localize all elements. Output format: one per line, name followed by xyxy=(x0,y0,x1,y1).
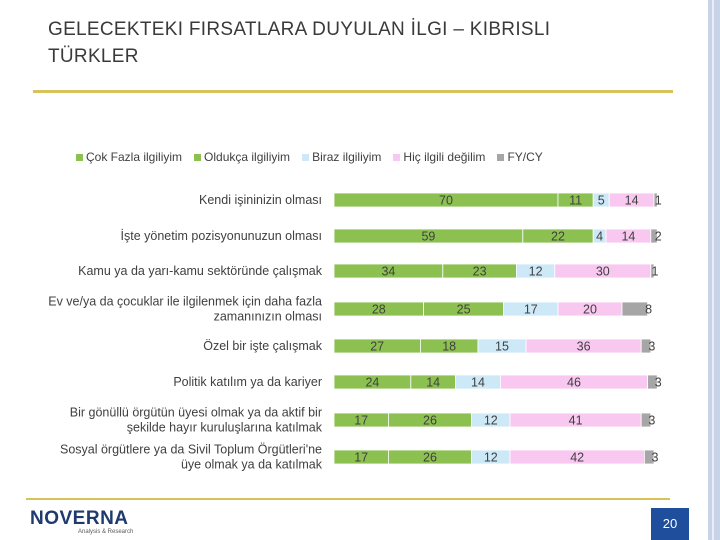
data-label: 17 xyxy=(354,414,368,428)
data-label: 4 xyxy=(596,230,603,244)
bar-segment xyxy=(640,338,652,354)
category-label: Özel bir işte çalışmak xyxy=(203,339,323,353)
page-number: 20 xyxy=(651,508,689,540)
data-label: 18 xyxy=(442,340,456,354)
category-label: Kamu ya da yarı-kamu sektöründe çalışmak xyxy=(78,264,323,278)
bar-segment xyxy=(650,263,655,279)
data-label: 17 xyxy=(524,303,538,317)
logo-tagline: Analysis & Research xyxy=(78,529,134,535)
category-label: Politik katılım ya da kariyer xyxy=(173,375,322,389)
legend-swatch xyxy=(497,153,505,161)
slide-title: GELECEKTEKI FIRSATLARA DUYULAN İLGI – KI… xyxy=(48,16,628,70)
data-label: 34 xyxy=(381,265,395,279)
data-label: 11 xyxy=(569,194,582,208)
data-label: 42 xyxy=(570,451,584,465)
data-label: 28 xyxy=(372,303,386,317)
legend-item: Çok Fazla ilgiliyim xyxy=(76,150,182,164)
data-label: 27 xyxy=(370,340,384,354)
data-label: 14 xyxy=(426,376,440,390)
data-label: 17 xyxy=(354,451,368,465)
data-label: 12 xyxy=(529,265,543,279)
bar-segment xyxy=(650,228,658,244)
data-label: 23 xyxy=(473,265,487,279)
data-label: 2 xyxy=(655,230,662,244)
legend-swatch xyxy=(302,153,310,161)
category-label: zamanınızın olması xyxy=(214,310,322,324)
bar-segment xyxy=(653,192,658,208)
data-label: 3 xyxy=(652,451,659,465)
footer-divider xyxy=(26,498,670,500)
decorative-side-strip xyxy=(708,0,720,540)
data-label: 24 xyxy=(365,376,379,390)
bar-segment xyxy=(640,412,652,428)
legend-swatch xyxy=(194,153,202,161)
legend-item: FY/CY xyxy=(497,150,543,164)
data-label: 70 xyxy=(439,194,453,208)
logo-brand-text: NOVERNA xyxy=(30,508,129,529)
data-label: 3 xyxy=(648,340,655,354)
legend-item: Biraz ilgiliyim xyxy=(302,150,381,164)
title-line-1: GELECEKTEKI FIRSATLARA DUYULAN İLGI – KI… xyxy=(48,19,551,40)
data-label: 3 xyxy=(648,414,655,428)
legend-label: Hiç ilgili değilim xyxy=(403,150,486,164)
data-label: 12 xyxy=(484,451,498,465)
bar-segment xyxy=(621,301,649,317)
title-divider xyxy=(33,90,673,93)
data-label: 30 xyxy=(596,265,610,279)
data-label: 46 xyxy=(567,376,581,390)
data-label: 41 xyxy=(569,414,583,428)
data-label: 3 xyxy=(655,376,662,390)
data-label: 26 xyxy=(423,451,437,465)
legend-item: Hiç ilgili değilim xyxy=(393,150,485,164)
category-label: Ev ve/ya da çocuklar ile ilgilenmek için… xyxy=(48,295,322,309)
data-label: 25 xyxy=(457,303,471,317)
data-label: 1 xyxy=(652,265,659,279)
category-label: İşte yönetim pozisyonunuzun olması xyxy=(121,229,323,243)
legend-label: Biraz ilgiliyim xyxy=(312,150,382,164)
data-label: 14 xyxy=(621,230,635,244)
data-label: 1 xyxy=(655,194,662,208)
category-label: Bir gönüllü örgütün üyesi olmak ya da ak… xyxy=(70,406,322,420)
legend-item: Oldukça ilgiliyim xyxy=(194,150,290,164)
category-label: üye olmak ya da katılmak xyxy=(181,458,323,472)
legend-label: FY/CY xyxy=(507,150,543,164)
data-label: 22 xyxy=(551,230,565,244)
data-label: 36 xyxy=(577,340,591,354)
logo-brand: NOVERNA xyxy=(30,508,129,530)
legend-label: Çok Fazla ilgiliyim xyxy=(86,150,183,164)
data-label: 14 xyxy=(471,376,485,390)
data-label: 20 xyxy=(583,303,597,317)
data-label: 5 xyxy=(598,194,605,208)
bar-segment xyxy=(644,449,655,465)
data-label: 8 xyxy=(645,303,652,317)
category-label: şekilde hayır kuruluşlarına katılmak xyxy=(127,421,323,435)
legend-label: Oldukça ilgiliyim xyxy=(204,150,291,164)
category-label: Kendi işininizin olması xyxy=(199,193,322,207)
noverna-logo: NOVERNA Analysis & Research xyxy=(30,508,133,535)
data-label: 14 xyxy=(625,194,639,208)
data-label: 15 xyxy=(495,340,509,354)
data-label: 26 xyxy=(423,414,437,428)
data-label: 12 xyxy=(484,414,498,428)
chart-legend: Çok Fazla ilgiliyim Oldukça ilgiliyim Bira… xyxy=(76,150,555,164)
legend-swatch xyxy=(393,153,401,161)
legend-swatch xyxy=(76,153,83,161)
category-label: Sosyal örgütlere ya da Sivil Toplum Örgü… xyxy=(60,443,322,457)
data-label: 59 xyxy=(421,230,435,244)
bar-segment xyxy=(647,374,658,390)
title-line-2: TÜRKLER xyxy=(48,46,139,67)
